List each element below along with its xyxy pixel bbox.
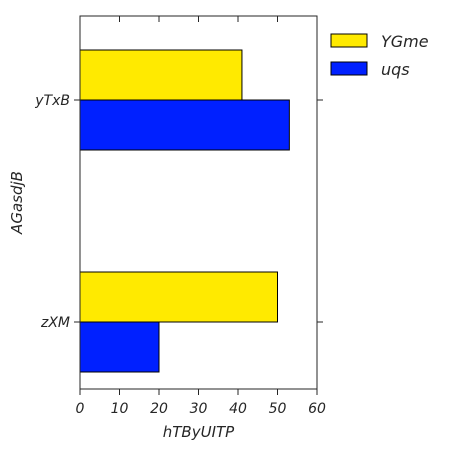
y-axis-ticks: yTxB zXM: [34, 93, 323, 331]
x-tick-label: 10: [111, 401, 129, 417]
x-tick-label: 50: [269, 401, 287, 417]
legend-label-YGme: YGme: [381, 32, 429, 51]
x-tick-label: 60: [308, 401, 326, 417]
x-tick-label: 30: [190, 401, 208, 417]
y-tick-label: yTxB: [34, 93, 70, 109]
x-tick-label: 40: [229, 401, 247, 417]
bar-YGme-zXM: [79, 271, 278, 323]
bar-uqs-zXM: [79, 321, 160, 373]
legend-swatch-YGme: [330, 33, 368, 48]
bars-group: [79, 49, 290, 373]
x-tick-label: 0: [76, 401, 85, 417]
y-tick-label: zXM: [40, 315, 70, 331]
x-axis-ticks: 0 10 20 30 40 50 60: [76, 16, 326, 417]
bar-YGme-yTxB: [79, 49, 243, 101]
legend-swatch-uqs: [330, 61, 368, 76]
legend: YGme uqs: [330, 32, 429, 79]
y-axis-label: AGasdjB: [8, 171, 26, 235]
x-axis-label: hTByUITP: [163, 423, 235, 441]
legend-label-uqs: uqs: [381, 60, 410, 79]
bar-uqs-yTxB: [79, 99, 290, 151]
x-tick-label: 20: [150, 401, 168, 417]
